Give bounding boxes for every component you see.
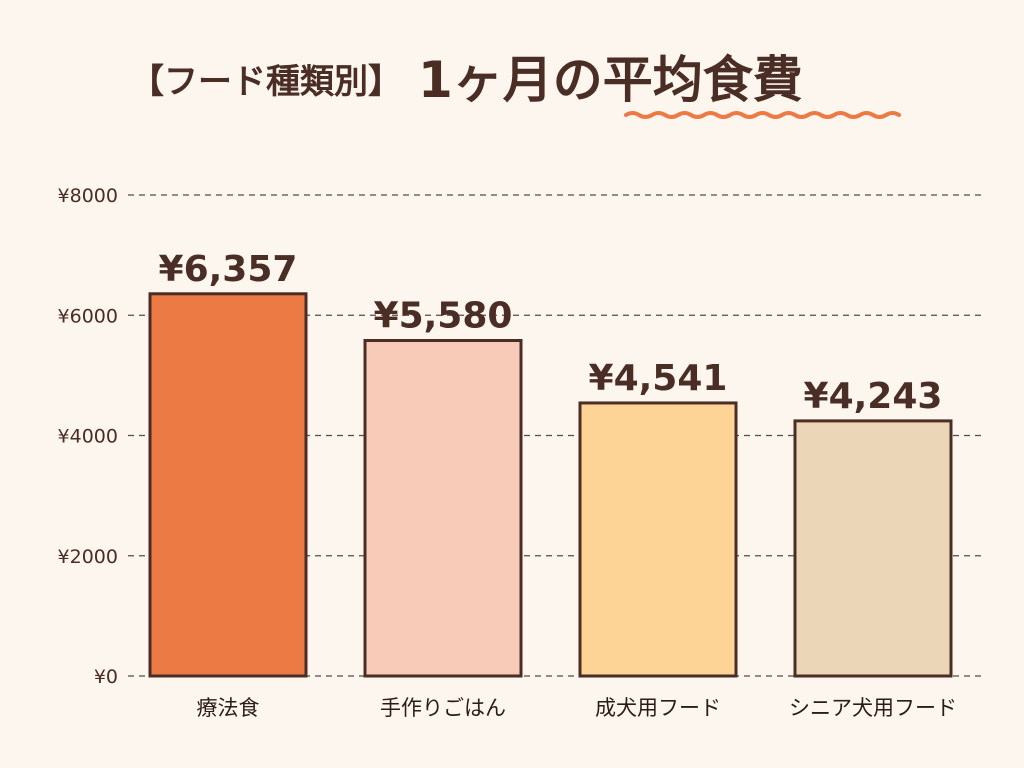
y-tick-label: ¥4000 <box>58 426 118 448</box>
category-label-2: 手作りごはん <box>380 696 506 720</box>
value-label-1: ¥6,357 <box>159 249 298 290</box>
y-tick-label: ¥8000 <box>58 185 118 207</box>
category-label-4: シニア犬用フード <box>789 696 957 720</box>
title-wavy-underline <box>624 111 901 119</box>
bar-1 <box>148 292 308 678</box>
bar-4 <box>793 419 953 678</box>
chart-title-prefix: 【フード種類別】 <box>130 62 402 102</box>
category-label-1: 療法食 <box>197 696 260 720</box>
y-tick-label: ¥2000 <box>58 546 118 568</box>
bars <box>148 292 953 678</box>
category-labels: 療法食 手作りごはん 成犬用フード シニア犬用フード <box>197 696 958 720</box>
value-label-4: ¥4,243 <box>804 376 943 417</box>
value-labels: ¥6,357 ¥5,580 ¥4,541 ¥4,243 <box>159 249 943 417</box>
bar-3 <box>578 401 738 678</box>
value-label-3: ¥4,541 <box>589 358 728 399</box>
bar-2 <box>363 339 523 678</box>
chart-title: 【フード種類別】 1ヶ月の平均食費 <box>130 51 901 119</box>
y-axis-ticks: ¥0 ¥2000 ¥4000 ¥6000 ¥8000 <box>58 185 118 688</box>
y-tick-label: ¥0 <box>94 666 118 688</box>
category-label-3: 成犬用フード <box>595 696 721 720</box>
y-tick-label: ¥6000 <box>58 305 118 327</box>
chart-title-main: 1ヶ月の平均食費 <box>418 51 803 109</box>
value-label-2: ¥5,580 <box>374 296 513 337</box>
